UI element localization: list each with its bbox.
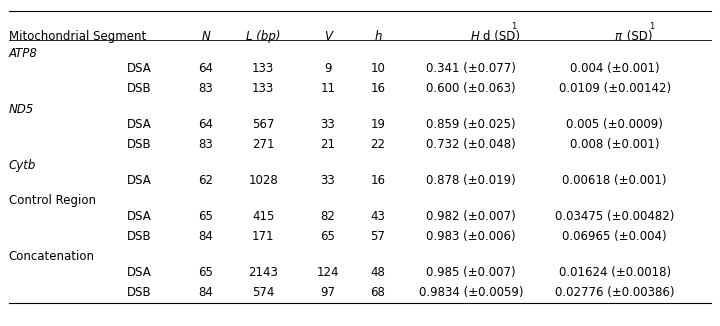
- Text: (SD): (SD): [624, 30, 653, 43]
- Text: 22: 22: [370, 138, 385, 151]
- Text: N: N: [202, 30, 210, 43]
- Text: 0.600 (±0.063): 0.600 (±0.063): [426, 82, 516, 95]
- Text: 83: 83: [199, 138, 213, 151]
- Text: 65: 65: [198, 210, 213, 223]
- Text: 0.732 (±0.048): 0.732 (±0.048): [426, 138, 516, 151]
- Text: 0.03475 (±0.00482): 0.03475 (±0.00482): [555, 210, 675, 223]
- Text: 33: 33: [320, 118, 335, 131]
- Text: 84: 84: [198, 286, 213, 299]
- Text: DSB: DSB: [127, 230, 151, 243]
- Text: H: H: [471, 30, 480, 43]
- Text: Cytb: Cytb: [9, 159, 36, 171]
- Text: 0.00618 (±0.001): 0.00618 (±0.001): [562, 174, 667, 187]
- Text: 0.004 (±0.001): 0.004 (±0.001): [570, 62, 660, 75]
- Text: 97: 97: [320, 286, 336, 299]
- Text: 43: 43: [371, 210, 385, 223]
- Text: DSB: DSB: [127, 82, 151, 95]
- Text: 57: 57: [371, 230, 385, 243]
- Text: DSB: DSB: [127, 138, 151, 151]
- Text: DSA: DSA: [127, 210, 152, 223]
- Text: 1: 1: [649, 22, 654, 31]
- Text: 0.02776 (±0.00386): 0.02776 (±0.00386): [555, 286, 675, 299]
- Text: L (bp): L (bp): [246, 30, 280, 43]
- Text: 574: 574: [252, 286, 274, 299]
- Text: 64: 64: [198, 62, 213, 75]
- Text: π: π: [615, 30, 622, 43]
- Text: 171: 171: [252, 230, 274, 243]
- Text: DSA: DSA: [127, 266, 152, 278]
- Text: 68: 68: [371, 286, 385, 299]
- Text: 2143: 2143: [248, 266, 278, 278]
- Text: d (SD): d (SD): [482, 30, 520, 43]
- Text: h: h: [374, 30, 382, 43]
- Text: 0.9834 (±0.0059): 0.9834 (±0.0059): [419, 286, 523, 299]
- Text: 0.878 (±0.019): 0.878 (±0.019): [426, 174, 516, 187]
- Text: 0.859 (±0.025): 0.859 (±0.025): [426, 118, 516, 131]
- Text: 10: 10: [371, 62, 385, 75]
- Text: 19: 19: [370, 118, 385, 131]
- Text: 0.985 (±0.007): 0.985 (±0.007): [426, 266, 516, 278]
- Text: DSB: DSB: [127, 286, 151, 299]
- Text: 48: 48: [371, 266, 385, 278]
- Text: Mitochondrial Segment: Mitochondrial Segment: [9, 30, 146, 43]
- Text: 1028: 1028: [248, 174, 278, 187]
- Text: ATP8: ATP8: [9, 47, 37, 60]
- Text: 62: 62: [198, 174, 213, 187]
- Text: 0.06965 (±0.004): 0.06965 (±0.004): [562, 230, 667, 243]
- Text: 84: 84: [198, 230, 213, 243]
- Text: 0.008 (±0.001): 0.008 (±0.001): [570, 138, 660, 151]
- Text: 9: 9: [324, 62, 331, 75]
- Text: 33: 33: [320, 174, 335, 187]
- Text: 271: 271: [252, 138, 274, 151]
- Text: DSA: DSA: [127, 62, 152, 75]
- Text: 16: 16: [370, 174, 385, 187]
- Text: 0.0109 (±0.00142): 0.0109 (±0.00142): [559, 82, 670, 95]
- Text: 65: 65: [198, 266, 213, 278]
- Text: ND5: ND5: [9, 103, 34, 116]
- Text: 1: 1: [510, 22, 516, 31]
- Text: 16: 16: [370, 82, 385, 95]
- Text: 11: 11: [320, 82, 336, 95]
- Text: Control Region: Control Region: [9, 194, 96, 207]
- Text: 0.983 (±0.006): 0.983 (±0.006): [426, 230, 516, 243]
- Text: 0.01624 (±0.0018): 0.01624 (±0.0018): [559, 266, 670, 278]
- Text: DSA: DSA: [127, 174, 152, 187]
- Text: 133: 133: [252, 62, 274, 75]
- Text: 65: 65: [320, 230, 336, 243]
- Text: 0.005 (±0.0009): 0.005 (±0.0009): [566, 118, 663, 131]
- Text: 64: 64: [198, 118, 213, 131]
- Text: DSA: DSA: [127, 118, 152, 131]
- Text: 21: 21: [320, 138, 336, 151]
- Text: Concatenation: Concatenation: [9, 250, 94, 263]
- Text: 83: 83: [199, 82, 213, 95]
- Text: 415: 415: [252, 210, 274, 223]
- Text: 133: 133: [252, 82, 274, 95]
- Text: 567: 567: [252, 118, 274, 131]
- Text: 0.341 (±0.077): 0.341 (±0.077): [426, 62, 516, 75]
- Text: 124: 124: [317, 266, 339, 278]
- Text: 0.982 (±0.007): 0.982 (±0.007): [426, 210, 516, 223]
- Text: V: V: [324, 30, 332, 43]
- Text: 82: 82: [320, 210, 336, 223]
